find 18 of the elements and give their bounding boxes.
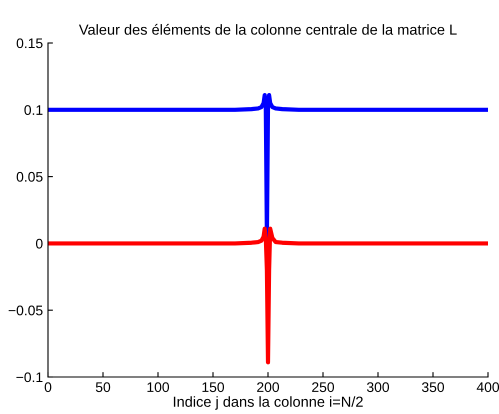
- y-tick-label: 0: [36, 238, 43, 249]
- chart-title: Valeur des éléments de la colonne centrale de la matrice L: [78, 24, 457, 35]
- x-axis-title: Indice j dans la colonne i=N/2: [174, 396, 363, 410]
- x-tick-label: 200: [257, 382, 280, 392]
- y-tick-label: 0.15: [16, 38, 43, 48]
- x-tick-label: 350: [422, 382, 444, 392]
- x-tick-label: 150: [202, 382, 224, 392]
- x-tick-label: 400: [476, 382, 499, 392]
- x-tick-label: 50: [96, 382, 110, 392]
- line-series: [48, 226, 488, 364]
- y-tick-label: 0.05: [16, 172, 43, 182]
- y-tick-label: 0.1: [24, 105, 42, 115]
- y-tick-label: −0.05: [8, 306, 43, 316]
- x-tick-label: 100: [147, 382, 170, 392]
- x-tick-label: 0: [44, 382, 52, 392]
- y-tick-label: −0.1: [16, 372, 42, 382]
- x-tick-label: 300: [366, 382, 390, 392]
- x-tick-label: 250: [312, 382, 334, 392]
